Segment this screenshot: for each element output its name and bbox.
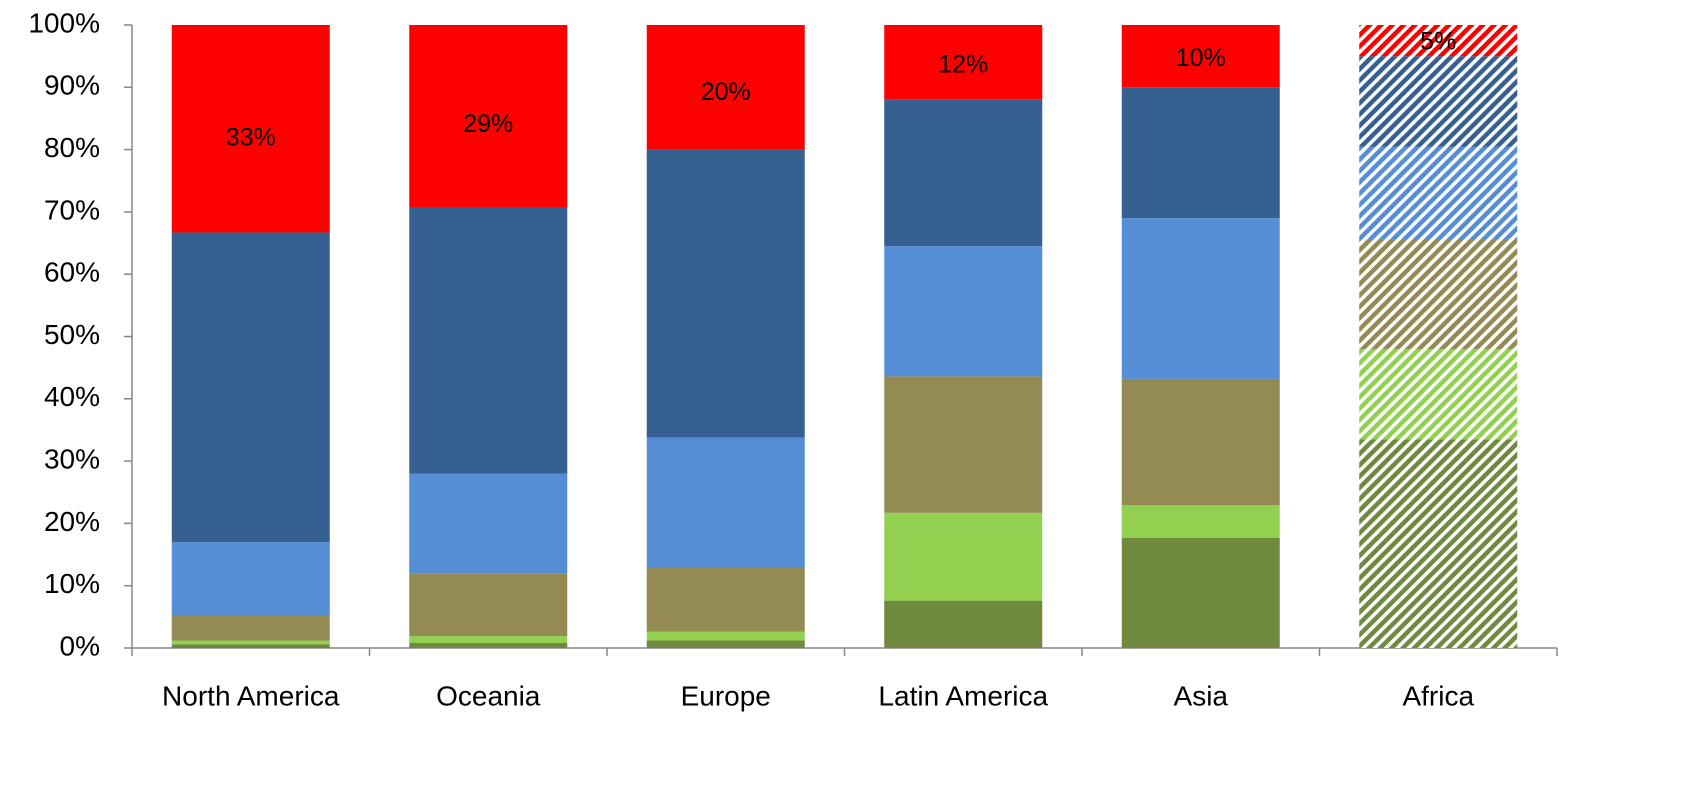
bar-segment (1359, 56, 1518, 147)
bar-segment (1121, 505, 1280, 538)
y-tick-label: 50% (44, 319, 100, 350)
value-label: 20% (701, 78, 751, 106)
bar-segment (1359, 25, 1518, 57)
y-tick-label: 70% (44, 194, 100, 225)
bar-segment (884, 600, 1043, 648)
bar-segment (1121, 87, 1280, 219)
x-tick-label: North America (162, 680, 340, 711)
bar-segment (884, 376, 1043, 513)
bar-segment (1121, 218, 1280, 379)
bar-segment (171, 25, 330, 233)
bar-segment (1359, 146, 1518, 240)
value-label: 33% (226, 124, 276, 152)
bar-segment (646, 25, 805, 150)
bar-segment (646, 437, 805, 568)
y-tick-label: 100% (28, 7, 100, 38)
x-tick-label: Asia (1174, 680, 1229, 711)
bar-segment (409, 207, 568, 474)
y-tick-label: 80% (44, 132, 100, 163)
bar-segment (884, 99, 1043, 247)
bar-segment (409, 636, 568, 644)
x-tick-label: Oceania (436, 680, 541, 711)
bar-segment (646, 149, 805, 438)
bar-segment (409, 25, 568, 208)
bar-segment (884, 512, 1043, 601)
bar-segment (884, 25, 1043, 100)
bar-segment (884, 246, 1043, 377)
bar-segment (409, 573, 568, 637)
x-tick-label: Latin America (878, 680, 1048, 711)
y-tick-label: 60% (44, 257, 100, 288)
bar-segment (1121, 537, 1280, 648)
bar-segment (171, 644, 330, 648)
value-label: 12% (938, 51, 988, 79)
x-tick-label: Europe (681, 680, 771, 711)
bar-segment (171, 542, 330, 615)
value-label: 29% (463, 110, 513, 138)
x-tick-label: Africa (1402, 680, 1474, 711)
value-label: 10% (1176, 44, 1226, 72)
bar-segment (1359, 239, 1518, 349)
value-label: 5% (1420, 28, 1456, 56)
y-tick-label: 10% (44, 568, 100, 599)
bar-segment (646, 567, 805, 632)
y-tick-label: 40% (44, 381, 100, 412)
y-tick-label: 30% (44, 443, 100, 474)
y-tick-label: 90% (44, 70, 100, 101)
bar-segment (1121, 25, 1280, 88)
bar-segment (646, 631, 805, 641)
bar-segment (409, 643, 568, 648)
bar-segment (171, 614, 330, 641)
bar-segment (171, 232, 330, 543)
bar-segment (171, 640, 330, 645)
bar-segment (1121, 378, 1280, 506)
bar-segment (646, 640, 805, 648)
bar-segment (1359, 439, 1518, 648)
bar-segment (409, 473, 568, 574)
y-tick-label: 0% (60, 630, 100, 661)
bar-segment (1359, 348, 1518, 440)
y-tick-label: 20% (44, 506, 100, 537)
